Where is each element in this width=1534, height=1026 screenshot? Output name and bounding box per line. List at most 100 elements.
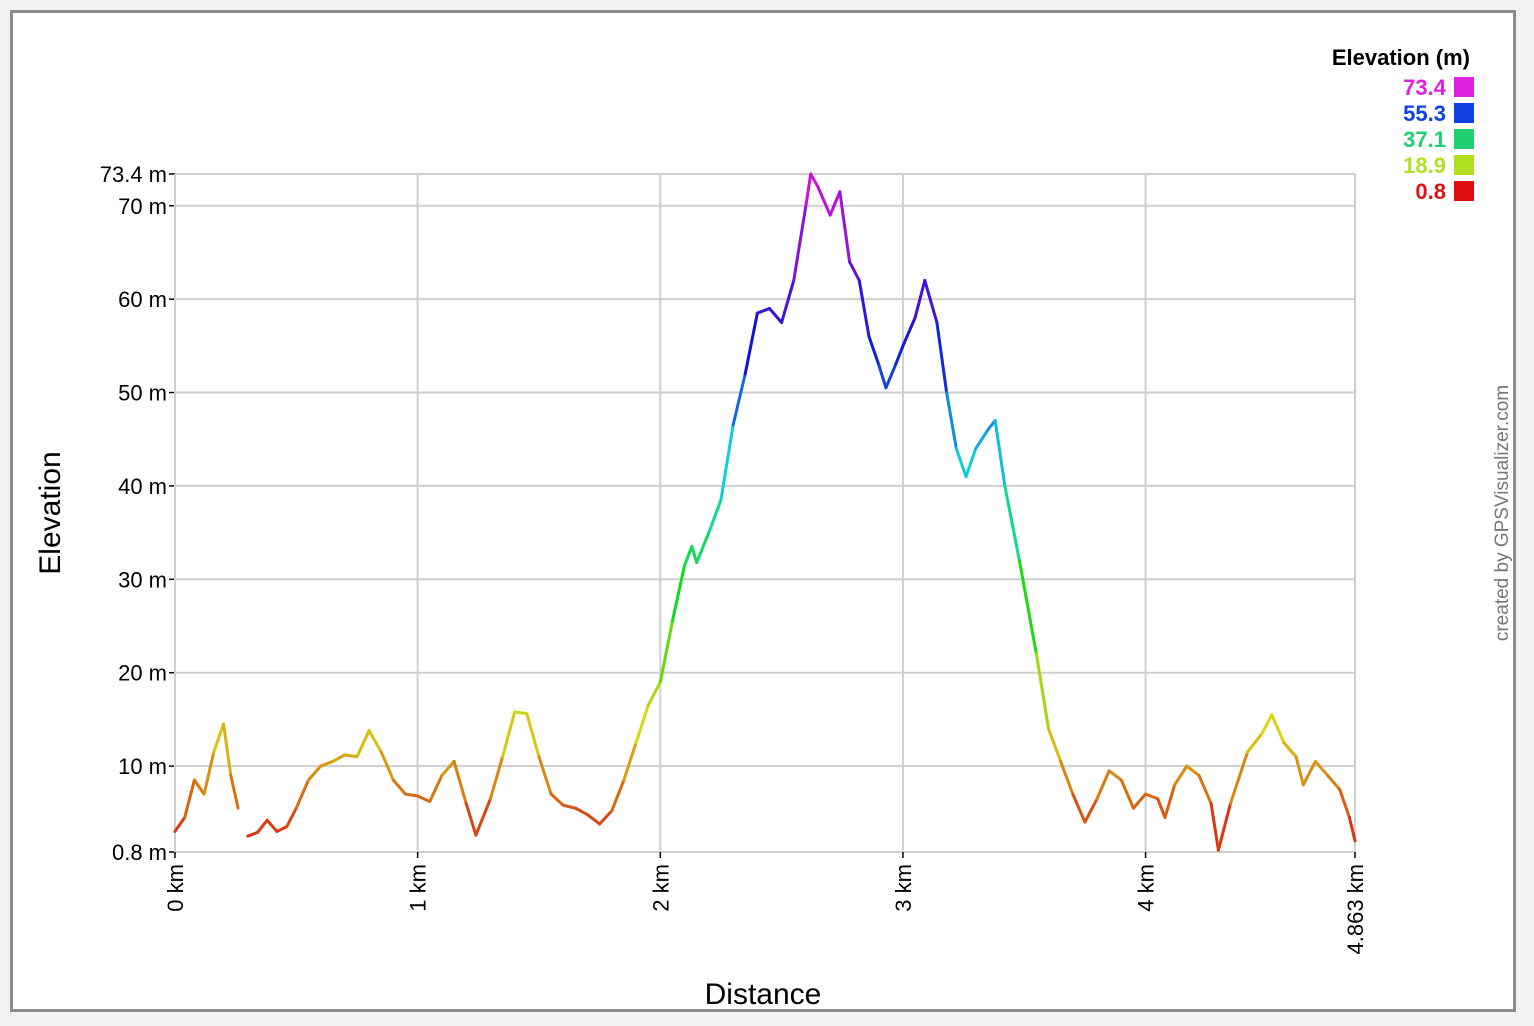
grid — [169, 173, 1356, 858]
x-tick-label: 4 km — [1134, 864, 1159, 912]
legend-swatch — [1454, 129, 1474, 149]
elevation-segment — [622, 741, 638, 782]
elevation-segment — [1071, 792, 1087, 824]
elevation-segment — [222, 722, 233, 777]
elevation-segment — [586, 813, 602, 826]
elevation-segment — [440, 759, 456, 777]
legend-value: 73.4 — [1403, 75, 1447, 100]
elevation-segment — [537, 755, 553, 796]
elevation-segment — [1338, 787, 1351, 819]
elevation-segment — [1301, 759, 1317, 787]
elevation-segment — [573, 806, 590, 817]
elevation-segment — [355, 729, 371, 759]
y-tick-label: 20 m — [118, 661, 167, 686]
legend-value: 55.3 — [1403, 101, 1446, 126]
elevation-segment — [1313, 759, 1330, 777]
elevation-segment — [877, 363, 888, 390]
elevation-segment — [913, 278, 927, 320]
elevation-segment — [848, 260, 861, 282]
elevation-segment — [1107, 769, 1123, 782]
y-tick-label: 70 m — [118, 194, 167, 219]
elevation-segment — [1047, 727, 1063, 763]
elevation-segment — [1282, 741, 1298, 759]
legend: Elevation (m) 73.455.337.118.90.8 — [1332, 45, 1474, 204]
elevation-segment — [1197, 773, 1213, 805]
x-tick-label: 4.863 km — [1343, 864, 1368, 955]
elevation-segment — [173, 815, 187, 833]
elevation-segment — [670, 563, 687, 623]
credit-text: created by GPSVisualizer.com — [1492, 385, 1513, 641]
y-tick-label: 0.8 m — [112, 840, 167, 865]
elevation-segment — [731, 372, 747, 427]
elevation-segment — [452, 759, 468, 805]
elevation-segment — [1347, 815, 1357, 843]
elevation-segment — [1185, 764, 1201, 777]
chart-frame — [10, 10, 1516, 1012]
elevation-segment — [1003, 484, 1021, 563]
elevation-segment — [294, 778, 310, 810]
elevation-segment — [513, 710, 529, 716]
elevation-segment — [212, 722, 226, 754]
elevation-segment — [867, 334, 881, 367]
elevation-segment — [229, 773, 240, 810]
elevation-segment — [884, 363, 898, 390]
elevation-segment — [275, 825, 289, 833]
elevation-segment — [306, 764, 323, 782]
elevation-segment — [658, 619, 674, 684]
x-axis-title: Distance — [705, 978, 822, 1011]
elevation-segment — [428, 773, 444, 804]
elevation-segment — [1216, 801, 1233, 852]
elevation-segment — [265, 818, 279, 833]
elevation-segment — [1095, 769, 1111, 801]
elevation-segment — [974, 428, 990, 451]
y-tick-label: 10 m — [118, 754, 167, 779]
elevation-segment — [945, 391, 958, 451]
elevation-segment — [857, 278, 871, 338]
elevation-segment — [804, 172, 813, 208]
elevation-segment — [561, 803, 577, 810]
legend-title: Elevation (m) — [1332, 45, 1470, 70]
legend-swatch — [1454, 181, 1474, 201]
elevation-segment — [1270, 713, 1286, 745]
x-tick-label: 0 km — [163, 864, 188, 912]
y-axis-title: Elevation — [34, 451, 67, 574]
elevation-segment — [780, 278, 796, 324]
elevation-segment — [367, 729, 383, 754]
elevation-segment — [690, 545, 699, 564]
y-tick-label: 40 m — [118, 474, 167, 499]
elevation-segment — [549, 792, 565, 807]
elevation-segment — [1229, 750, 1250, 805]
elevation-segment — [183, 778, 196, 819]
elevation-segment — [501, 710, 517, 759]
elevation-segment — [634, 703, 650, 745]
y-tick-label: 60 m — [118, 287, 167, 312]
legend-swatch — [1454, 77, 1474, 97]
elevation-segment — [416, 794, 432, 804]
elevation-segment — [743, 311, 759, 376]
elevation-segment — [379, 750, 395, 782]
elevation-segment — [343, 753, 359, 759]
elevation-segment — [246, 830, 260, 838]
elevation-segment — [894, 344, 905, 367]
elevation-segment — [1246, 731, 1264, 754]
elevation-segment — [331, 753, 347, 763]
elevation-segment — [964, 447, 978, 479]
elevation-segment — [285, 806, 298, 829]
elevation-segment — [683, 545, 694, 567]
elevation-segment — [1034, 652, 1051, 731]
elevation-segment — [610, 778, 626, 813]
x-tick-label: 1 km — [406, 864, 431, 912]
tick-labels: 0.8 m 10 m 20 m 30 m 40 m 50 m 60 m 70 m 73.4 m 0… — [100, 162, 1368, 955]
x-tick-label: 3 km — [891, 864, 916, 912]
elevation-line — [173, 172, 1357, 852]
elevation-segment — [192, 778, 206, 796]
elevation-segment — [1294, 755, 1305, 787]
elevation-segment — [767, 306, 784, 324]
elevation-segment — [1326, 773, 1342, 791]
elevation-segment — [404, 792, 420, 798]
elevation-segment — [391, 778, 408, 796]
elevation-segment — [1083, 797, 1099, 824]
elevation-segment — [488, 755, 505, 801]
y-tick-label: 73.4 m — [100, 162, 167, 187]
